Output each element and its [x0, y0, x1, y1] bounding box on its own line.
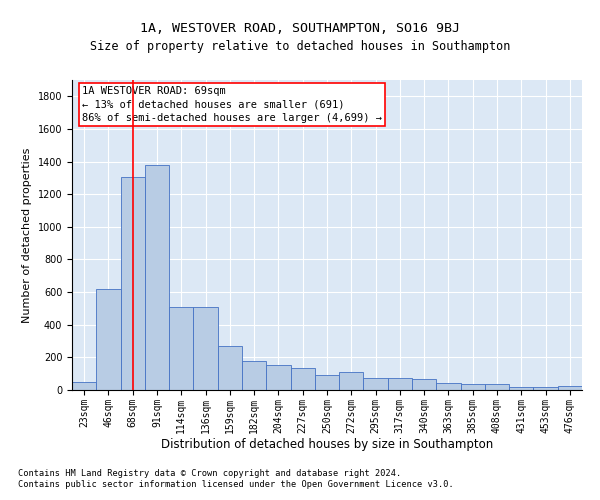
Text: Contains HM Land Registry data © Crown copyright and database right 2024.: Contains HM Land Registry data © Crown c… [18, 468, 401, 477]
Bar [436, 384, 461, 390]
Bar [339, 372, 364, 390]
Bar [412, 380, 436, 390]
Bar [218, 346, 242, 390]
Bar [266, 365, 290, 390]
Text: 1A, WESTOVER ROAD, SOUTHAMPTON, SO16 9BJ: 1A, WESTOVER ROAD, SOUTHAMPTON, SO16 9BJ [140, 22, 460, 36]
Bar [509, 386, 533, 390]
Bar [315, 374, 339, 390]
Bar [242, 362, 266, 390]
Y-axis label: Number of detached properties: Number of detached properties [22, 148, 32, 322]
Bar [121, 177, 145, 390]
Bar [96, 289, 121, 390]
Bar [290, 368, 315, 390]
Bar [193, 307, 218, 390]
Bar [461, 384, 485, 390]
Text: Size of property relative to detached houses in Southampton: Size of property relative to detached ho… [90, 40, 510, 53]
Text: 1A WESTOVER ROAD: 69sqm
← 13% of detached houses are smaller (691)
86% of semi-d: 1A WESTOVER ROAD: 69sqm ← 13% of detache… [82, 86, 382, 122]
Bar [485, 384, 509, 390]
X-axis label: Distribution of detached houses by size in Southampton: Distribution of detached houses by size … [161, 438, 493, 452]
Text: Contains public sector information licensed under the Open Government Licence v3: Contains public sector information licen… [18, 480, 454, 489]
Bar [388, 378, 412, 390]
Bar [169, 307, 193, 390]
Bar [145, 165, 169, 390]
Bar [72, 382, 96, 390]
Bar [558, 386, 582, 390]
Bar [364, 378, 388, 390]
Bar [533, 386, 558, 390]
